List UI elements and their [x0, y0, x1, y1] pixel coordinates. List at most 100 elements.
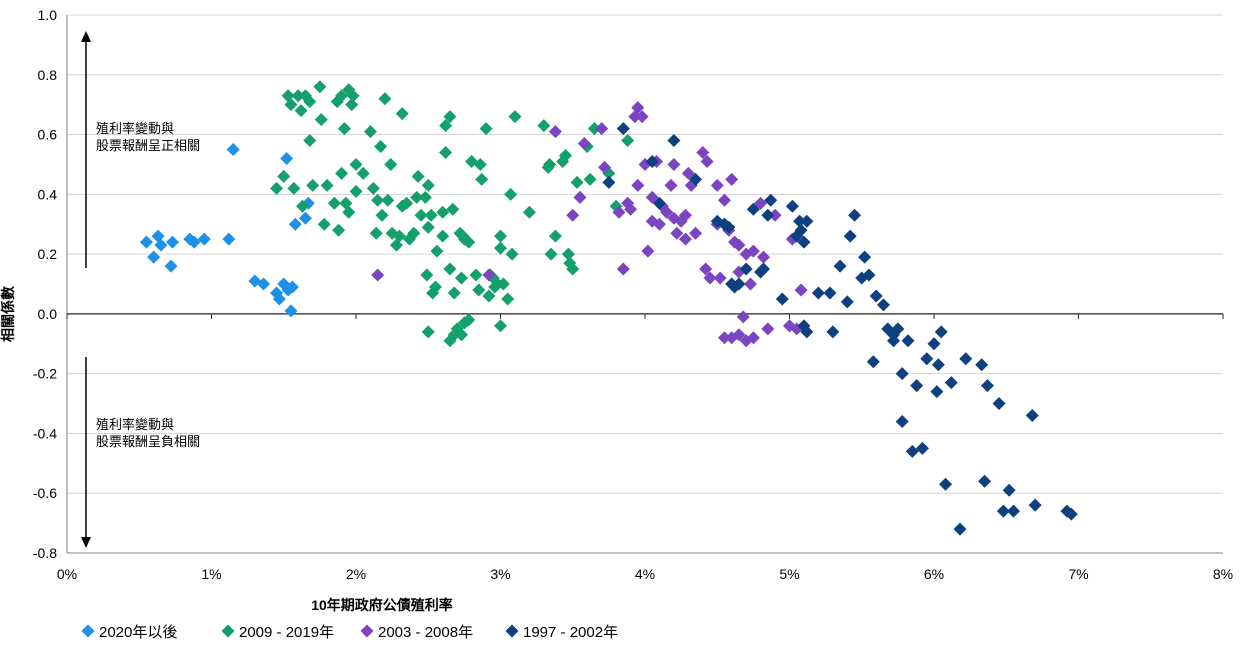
data-point [303, 134, 317, 148]
data-point [746, 244, 760, 258]
axes [66, 15, 1224, 554]
data-point [410, 190, 424, 204]
data-point [732, 277, 746, 291]
data-point [479, 122, 493, 136]
data-point [303, 95, 317, 109]
data-point [785, 199, 799, 213]
data-point [700, 154, 714, 168]
data-point [1064, 507, 1078, 521]
data-point [793, 214, 807, 228]
data-point [296, 199, 310, 213]
data-point [992, 397, 1006, 411]
data-point [537, 119, 551, 133]
data-point [583, 172, 597, 186]
data-point [392, 229, 406, 243]
legend-label: 2020年以後 [99, 624, 177, 641]
data-point [504, 187, 518, 201]
data-point [335, 166, 349, 180]
data-point [187, 235, 201, 249]
y-tick-label: 0.2 [38, 246, 58, 262]
data-point [335, 89, 349, 103]
data-point [332, 223, 346, 237]
data-point [869, 289, 883, 303]
data-point [320, 178, 334, 192]
data-point [548, 229, 562, 243]
data-point [165, 235, 179, 249]
data-point [407, 226, 421, 240]
x-tick-label: 3% [490, 566, 510, 582]
data-point [443, 110, 457, 124]
data-point [566, 208, 580, 222]
y-tick-label: 0.0 [38, 306, 58, 322]
data-point [953, 522, 967, 536]
data-point [446, 202, 460, 216]
data-point [756, 250, 770, 264]
data-point [384, 157, 398, 171]
data-point [573, 190, 587, 204]
data-point [414, 208, 428, 222]
data-point [891, 322, 905, 336]
data-point [703, 271, 717, 285]
data-point [876, 298, 890, 312]
y-tick-label: -0.2 [33, 366, 57, 382]
data-point [411, 169, 425, 183]
data-point [428, 280, 442, 294]
data-point [508, 110, 522, 124]
data-point [927, 337, 941, 351]
data-point [577, 137, 591, 151]
x-tick-label: 8% [1213, 566, 1233, 582]
data-point [543, 157, 557, 171]
data-point [678, 232, 692, 246]
data-point [826, 325, 840, 339]
data-point [327, 196, 341, 210]
data-point [443, 262, 457, 276]
data-point [337, 122, 351, 136]
data-point [732, 238, 746, 252]
data-point [732, 328, 746, 342]
data-point [371, 268, 385, 282]
data-point [366, 181, 380, 195]
data-point [430, 244, 444, 258]
data-point [978, 474, 992, 488]
data-point [725, 172, 739, 186]
data-point [505, 247, 519, 261]
legend-label: 2009 - 2019年 [239, 624, 334, 641]
data-point [139, 235, 153, 249]
legend-label: 1997 - 2002年 [523, 624, 618, 641]
data-point [298, 211, 312, 225]
data-point [349, 184, 363, 198]
y-tick-label: -0.8 [33, 545, 57, 561]
data-point [797, 235, 811, 249]
data-point [197, 232, 211, 246]
gridlines [67, 14, 1223, 554]
data-point [439, 145, 453, 159]
data-point [944, 376, 958, 390]
data-point [1028, 498, 1042, 512]
legend-label: 2003 - 2008年 [378, 624, 473, 641]
data-point [473, 157, 487, 171]
data-point [756, 262, 770, 276]
data-point [381, 193, 395, 207]
data-point [696, 145, 710, 159]
data-point [482, 268, 496, 282]
data-point [570, 175, 584, 189]
data-point [678, 208, 692, 222]
data-point [306, 178, 320, 192]
data-point [975, 358, 989, 372]
data-point [800, 325, 814, 339]
data-point [660, 205, 674, 219]
y-axis-title: 相關係數 [0, 286, 16, 342]
data-point [475, 172, 489, 186]
data-point [314, 113, 328, 127]
data-point [901, 334, 915, 348]
data-point [147, 250, 161, 264]
data-point [447, 286, 461, 300]
data-point [288, 217, 302, 231]
direction-arrows [81, 31, 91, 548]
data-point [681, 166, 695, 180]
data-point [980, 379, 994, 393]
data-point [996, 504, 1010, 518]
data-point [356, 166, 370, 180]
data-point [848, 208, 862, 222]
